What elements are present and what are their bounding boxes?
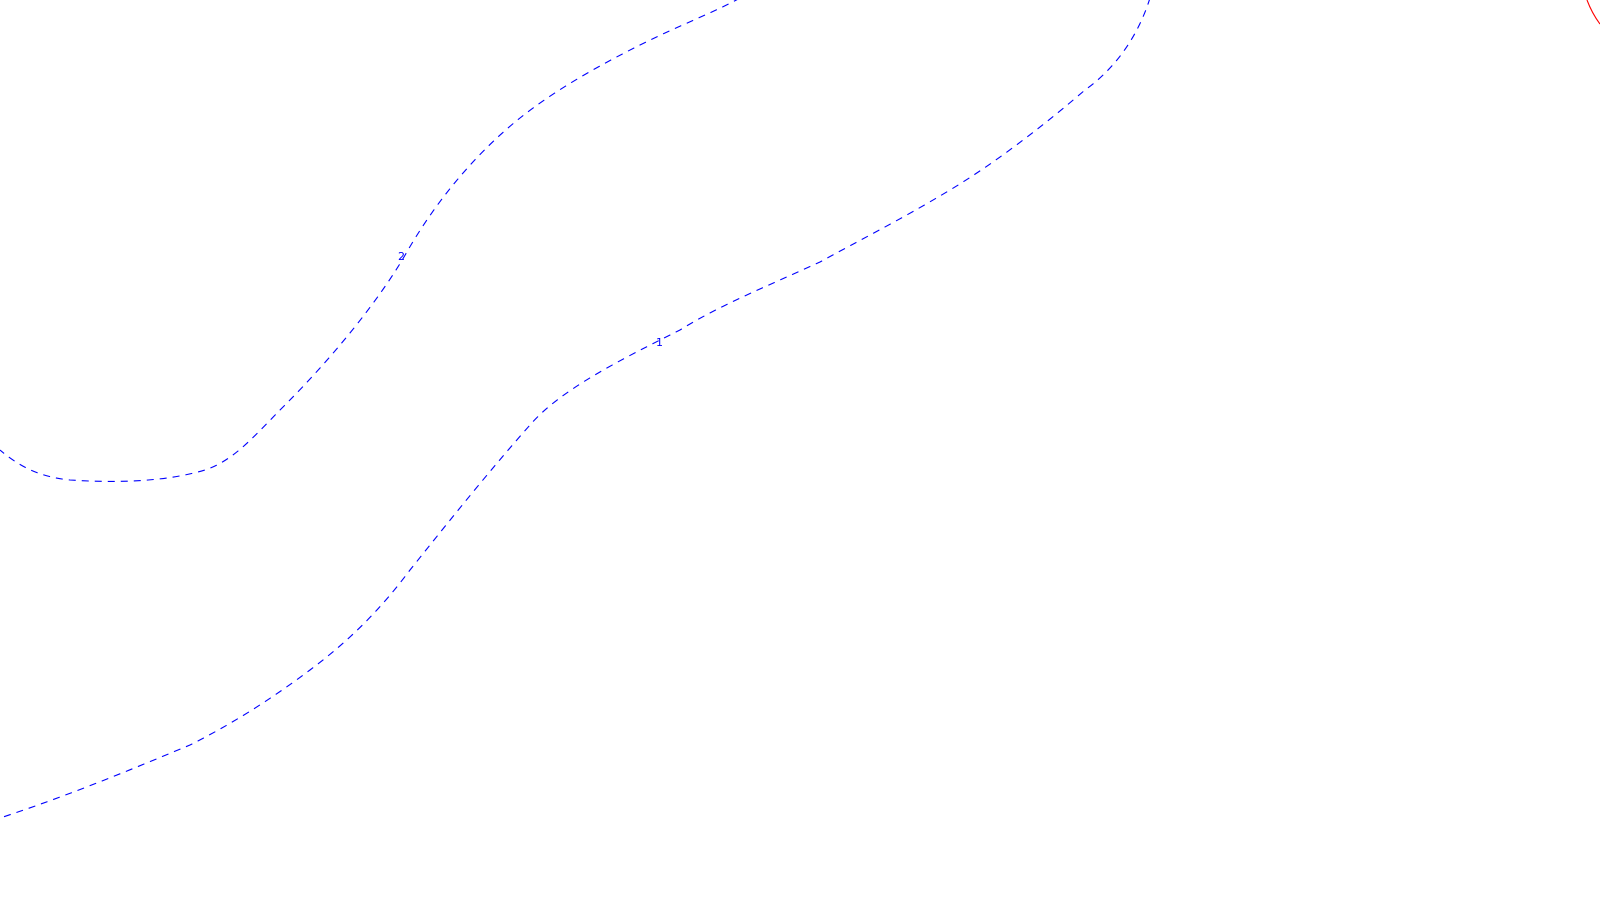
contour-line-1: [0, 0, 1150, 819]
contour-line-2: [0, 0, 738, 482]
contour-label-1: 1: [656, 336, 663, 349]
contour-line-red: [1586, 0, 1600, 25]
contour-label-2: 2: [398, 250, 405, 263]
